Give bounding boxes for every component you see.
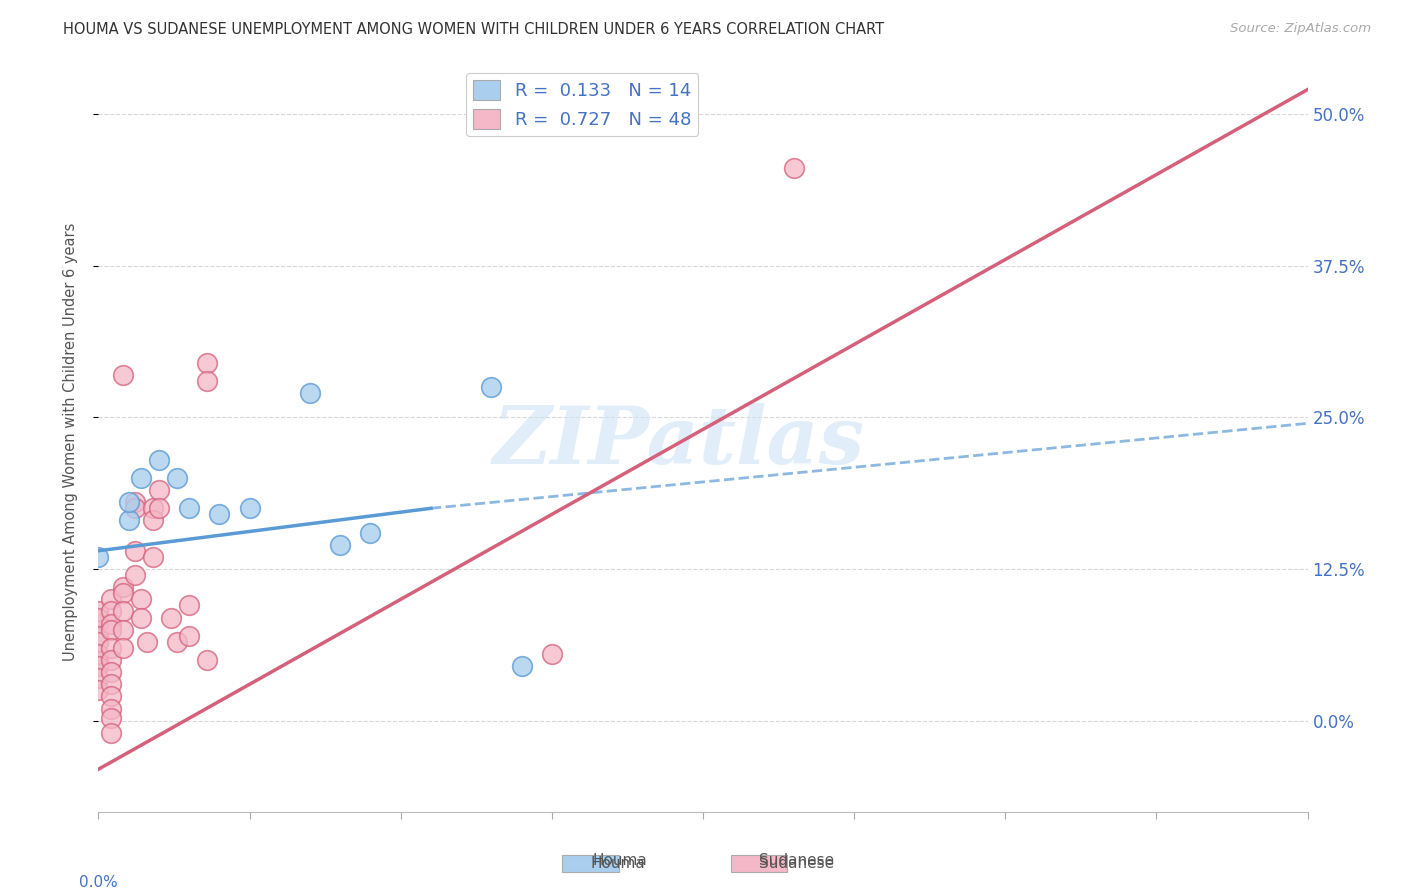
Point — [87, 549, 110, 564]
Point — [118, 495, 141, 509]
Point — [87, 616, 110, 631]
Point — [100, 701, 122, 715]
Point — [100, 690, 122, 704]
Point — [111, 640, 134, 655]
Point — [160, 610, 183, 624]
Text: HOUMA VS SUDANESE UNEMPLOYMENT AMONG WOMEN WITH CHILDREN UNDER 6 YEARS CORRELATI: HOUMA VS SUDANESE UNEMPLOYMENT AMONG WOM… — [63, 22, 884, 37]
Point — [87, 610, 110, 624]
Point — [142, 513, 165, 527]
Point — [124, 568, 146, 582]
Text: Sudanese: Sudanese — [759, 854, 834, 868]
Point — [783, 161, 806, 176]
Point — [195, 653, 218, 667]
Point — [148, 501, 170, 516]
Point — [87, 604, 110, 618]
Point — [87, 671, 110, 685]
Point — [166, 471, 188, 485]
Point — [100, 726, 122, 740]
Point — [179, 501, 201, 516]
Point — [360, 525, 382, 540]
Point — [100, 616, 122, 631]
Point — [124, 543, 146, 558]
Point — [195, 374, 218, 388]
Point — [179, 599, 201, 613]
Point — [329, 538, 352, 552]
Point — [100, 677, 122, 691]
Point — [111, 623, 134, 637]
Point — [135, 635, 157, 649]
Point — [100, 640, 122, 655]
Point — [124, 495, 146, 509]
Point — [129, 610, 152, 624]
Point — [111, 604, 134, 618]
Point — [129, 471, 152, 485]
Text: Sudanese: Sudanese — [759, 856, 834, 871]
Point — [208, 508, 231, 522]
Y-axis label: Unemployment Among Women with Children Under 6 years: Unemployment Among Women with Children U… — [63, 222, 77, 661]
Text: Houma: Houma — [591, 856, 645, 871]
Point — [166, 635, 188, 649]
Point — [148, 452, 170, 467]
Point — [100, 711, 122, 725]
Point — [481, 380, 503, 394]
Point — [299, 386, 322, 401]
Text: ZIPatlas: ZIPatlas — [492, 403, 865, 480]
Point — [100, 653, 122, 667]
Point — [118, 513, 141, 527]
Point — [100, 604, 122, 618]
Text: 0.0%: 0.0% — [79, 875, 118, 889]
Point — [87, 635, 110, 649]
Point — [111, 586, 134, 600]
Point — [148, 483, 170, 497]
Point — [87, 653, 110, 667]
Point — [179, 629, 201, 643]
Point — [87, 683, 110, 698]
Text: Source: ZipAtlas.com: Source: ZipAtlas.com — [1230, 22, 1371, 36]
Point — [129, 592, 152, 607]
Point — [142, 549, 165, 564]
Point — [142, 501, 165, 516]
Point — [510, 659, 533, 673]
Point — [87, 647, 110, 661]
Point — [239, 501, 262, 516]
Point — [100, 665, 122, 680]
Point — [124, 501, 146, 516]
Point — [111, 368, 134, 382]
Point — [540, 647, 562, 661]
Point — [111, 580, 134, 594]
Point — [195, 356, 218, 370]
Point — [87, 659, 110, 673]
Point — [100, 592, 122, 607]
Legend: R =  0.133   N = 14, R =  0.727   N = 48: R = 0.133 N = 14, R = 0.727 N = 48 — [465, 73, 699, 136]
Text: Houma: Houma — [592, 854, 647, 868]
Point — [87, 629, 110, 643]
Point — [100, 623, 122, 637]
